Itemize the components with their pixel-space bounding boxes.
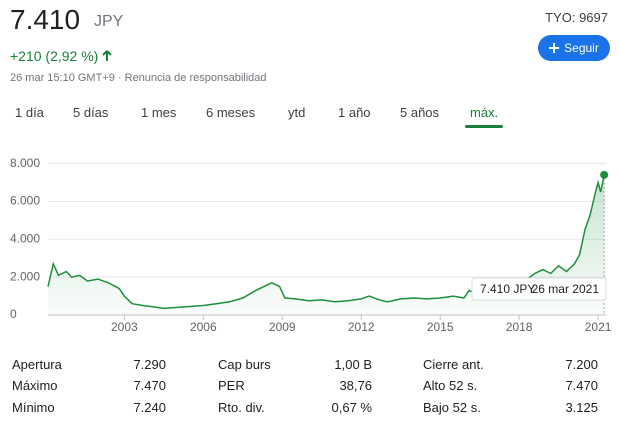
y-tick-label: 2.000 (10, 269, 40, 283)
y-tick-label: 8.000 (10, 156, 40, 170)
range-tab[interactable]: 5 días (73, 105, 109, 120)
price: 7.410 (10, 4, 81, 35)
x-tick-label: 2012 (348, 320, 375, 334)
x-tick-label: 2009 (269, 320, 296, 334)
range-tab[interactable]: 1 año (338, 105, 371, 120)
stat-value: 1,00 B (334, 357, 372, 372)
plus-icon (549, 43, 560, 53)
range-tab[interactable]: 5 años (400, 105, 440, 120)
price-line (47, 174, 605, 310)
range-tab[interactable]: máx. (470, 105, 499, 120)
stat-label: Mínimo (12, 400, 55, 415)
stat-value: 7.470 (565, 378, 598, 393)
ticker: TYO: 9697 (545, 10, 608, 25)
y-tick-label: 0 (10, 307, 17, 321)
stat-value: 3.125 (565, 400, 598, 415)
range-tab[interactable]: 1 mes (141, 105, 177, 120)
stat-value: 7.470 (133, 378, 166, 393)
stat-label: Apertura (12, 357, 62, 372)
up-arrow (102, 50, 112, 61)
last-point (600, 170, 609, 179)
stat-value: 7.200 (565, 357, 598, 372)
tooltip-box (471, 277, 607, 301)
tooltip-price: 7.410 JPY (480, 282, 535, 296)
change-text: +210 (2,92 %) (10, 48, 99, 64)
follow-button[interactable]: Seguir (538, 35, 610, 61)
stat-label: Cierre ant. (423, 357, 484, 372)
stat-value: 38,76 (339, 378, 372, 393)
active-underline (465, 125, 503, 128)
chart: 0 2.000 4.000 6.000 8.000 2003 2006 2009 2012 201… (10, 156, 612, 334)
range-tab[interactable]: ytd (288, 105, 306, 120)
currency: JPY (94, 13, 124, 30)
change: +210 (2,92 %) (10, 48, 112, 64)
y-tick-label: 6.000 (10, 194, 40, 208)
stat-value: 0,67 % (331, 400, 372, 415)
stat-label: Alto 52 s. (423, 378, 478, 393)
follow-label: Seguir (564, 41, 599, 55)
x-tick-label: 2006 (190, 320, 217, 334)
stat-label: Rto. div. (218, 400, 265, 415)
x-tick-label: 2015 (427, 320, 454, 334)
y-tick-label: 4.000 (10, 232, 40, 246)
stat-value: 7.290 (133, 357, 166, 372)
x-tick-label: 2003 (111, 320, 138, 334)
timestamp: 26 mar 15:10 GMT+9 · Renuncia de respons… (10, 72, 267, 84)
stat-label: Bajo 52 s. (423, 400, 481, 415)
range-tab[interactable]: 1 día (15, 105, 44, 120)
x-tick-label: 2021 (585, 320, 612, 334)
stat-label: PER (218, 378, 245, 393)
tooltip-date: 26 mar 2021 (532, 282, 600, 296)
stat-value: 7.240 (133, 400, 166, 415)
stat-label: Cap burs (218, 357, 271, 372)
area-fill (48, 174, 605, 315)
x-tick-label: 2018 (506, 320, 533, 334)
stat-label: Máximo (12, 378, 58, 393)
range-tab[interactable]: 6 meses (206, 105, 256, 120)
